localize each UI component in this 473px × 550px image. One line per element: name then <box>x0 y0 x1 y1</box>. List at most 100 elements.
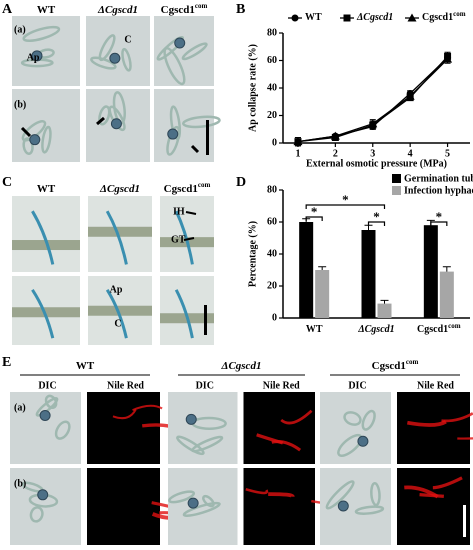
host-cell-wall <box>88 305 152 316</box>
appressorium <box>167 128 179 140</box>
subheader: DIC <box>348 380 366 391</box>
hypha <box>21 120 47 142</box>
legend-label-base: Cgscd1 <box>422 12 453 23</box>
row-label: (a) <box>14 402 26 413</box>
hypha <box>22 25 61 42</box>
column-header: WT <box>37 183 56 195</box>
column-header: WT <box>37 4 56 16</box>
y-tick-label: 40 <box>267 82 277 93</box>
y-tick-label: 20 <box>267 110 277 121</box>
panel-letter: E <box>2 355 11 370</box>
subheader: DIC <box>38 380 56 391</box>
legend-label: Infection hyphae <box>404 185 473 196</box>
lipid-signal <box>457 437 473 440</box>
annotation: C <box>114 318 121 329</box>
hypha <box>166 125 181 156</box>
hypha <box>22 137 34 155</box>
stained-hypha <box>174 210 194 265</box>
significance-bracket <box>367 221 386 226</box>
x-tick-label-base: WT <box>306 324 323 335</box>
stained-hypha <box>31 288 55 339</box>
lipid-signal <box>268 492 295 498</box>
x-axis-label: External osmotic pressure (MPa) <box>306 158 447 169</box>
column-header: ΔCgscd1 <box>99 183 140 195</box>
significance-label: * <box>342 192 349 207</box>
appressorium <box>31 50 43 62</box>
legend-label: WT <box>305 12 322 23</box>
micrograph <box>12 196 80 272</box>
lipid-signal <box>432 476 463 490</box>
y-tick-label: 0 <box>272 137 277 148</box>
column-header: WT <box>76 360 95 372</box>
marker <box>407 13 417 22</box>
hypha <box>182 115 221 129</box>
micrograph <box>243 468 315 545</box>
lipid-signal <box>280 409 313 425</box>
appressorium <box>29 134 41 146</box>
lipid-signal <box>271 440 302 452</box>
column-header: ΔCgscd1 <box>221 360 262 372</box>
hypha <box>343 411 362 426</box>
appressorium <box>337 500 349 512</box>
appressorium <box>357 435 369 447</box>
legend-label: Cgscd1com <box>422 10 466 24</box>
x-tick-label: 1 <box>295 148 300 159</box>
scale-bar <box>463 505 466 537</box>
column-header: Cgscd1com <box>164 181 211 195</box>
appressorium <box>109 52 121 64</box>
stained-hypha <box>174 289 194 339</box>
marker <box>405 91 415 100</box>
appressorium <box>187 497 199 509</box>
marker <box>343 14 351 22</box>
significance-label: * <box>373 209 380 224</box>
hypha <box>98 105 111 126</box>
legend-label: Germination tube <box>404 173 473 184</box>
y-tick-label: 0 <box>272 312 277 323</box>
marker <box>443 54 453 63</box>
annotation: Ap <box>27 52 40 63</box>
arrow <box>20 126 32 138</box>
host-cell-wall <box>88 226 152 237</box>
error-bar <box>380 299 389 304</box>
bar <box>377 303 392 318</box>
x-tick-label: 2 <box>333 148 338 159</box>
significance-label: * <box>311 204 318 219</box>
column-header-base: WT <box>37 183 56 195</box>
panel-letter: C <box>2 175 12 190</box>
x-tick-label: 5 <box>445 148 450 159</box>
y-axis-label: Ap collapse rate (%) <box>247 44 258 132</box>
y-tick-label: 80 <box>267 27 277 38</box>
significance-label: * <box>436 209 443 224</box>
arrow <box>185 211 197 215</box>
marker <box>291 14 299 22</box>
appressorium <box>37 489 49 501</box>
micrograph <box>87 392 160 464</box>
column-header-base: ΔCgscd1 <box>221 360 262 372</box>
lipid-signal <box>245 488 269 495</box>
x-tick-label: ΔCgscd1 <box>357 324 394 335</box>
hypha <box>41 125 52 154</box>
annotation: GT <box>171 234 186 245</box>
legend-label: ΔCgscd1 <box>356 12 393 23</box>
subheader: Nile Red <box>107 380 144 391</box>
panel-letter: D <box>236 175 246 190</box>
appressorium <box>110 118 122 130</box>
hypha <box>370 481 381 507</box>
hypha <box>121 47 132 72</box>
stained-hypha <box>105 210 128 265</box>
bar <box>299 222 314 318</box>
x-tick-label-sup: com <box>448 322 461 330</box>
column-header-base: Cgscd1 <box>372 360 406 372</box>
micrograph <box>320 392 391 464</box>
column-header-sup: com <box>195 2 208 10</box>
column-header-base: Cgscd1 <box>164 183 198 195</box>
lipid-signal <box>112 409 137 420</box>
annotation: IH <box>173 206 185 217</box>
appressorium <box>185 413 197 425</box>
column-header-base: WT <box>37 4 56 16</box>
hypha <box>168 490 196 504</box>
micrograph <box>397 392 470 464</box>
arrow <box>190 144 200 154</box>
column-header-base: ΔCgscd1 <box>99 183 140 195</box>
hypha <box>163 46 186 86</box>
